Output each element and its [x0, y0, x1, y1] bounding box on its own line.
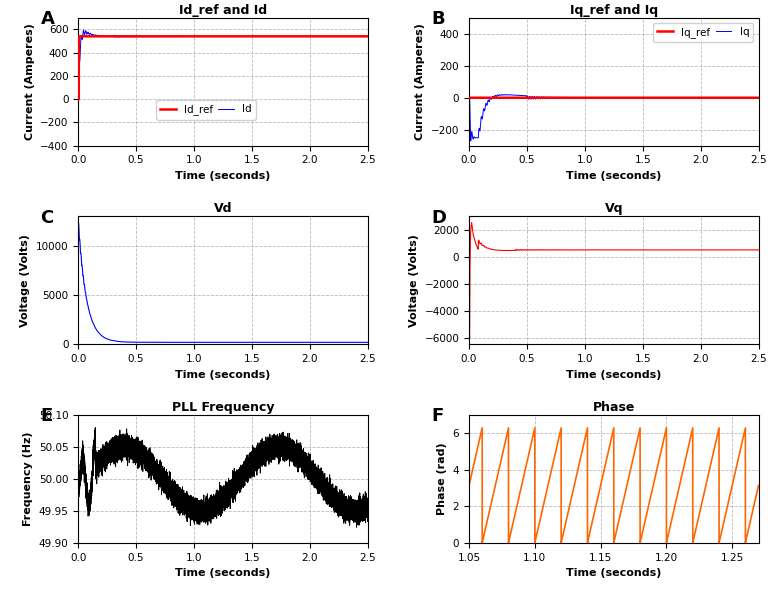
Id	[321, 33, 331, 40]
Y-axis label: Frequency (Hz): Frequency (Hz)	[23, 431, 33, 526]
Legend: Id_ref, Id: Id_ref, Id	[156, 100, 256, 120]
Iq	[661, 94, 670, 101]
Id	[270, 33, 279, 40]
X-axis label: Time (seconds): Time (seconds)	[175, 568, 271, 578]
Y-axis label: Voltage (Volts): Voltage (Volts)	[409, 234, 419, 327]
Id_ref	[319, 33, 328, 40]
X-axis label: Time (seconds): Time (seconds)	[175, 369, 271, 379]
Text: A: A	[41, 10, 55, 28]
Iq_ref	[596, 94, 605, 101]
Y-axis label: Current (Amperes): Current (Amperes)	[415, 23, 425, 140]
Iq_ref	[661, 94, 670, 101]
Legend: Iq_ref, Iq: Iq_ref, Iq	[653, 23, 753, 42]
Iq	[596, 94, 605, 101]
Id	[278, 33, 288, 40]
Title: Iq_ref and Iq: Iq_ref and Iq	[570, 4, 658, 17]
Iq	[669, 94, 679, 101]
Title: Phase: Phase	[593, 401, 635, 414]
Line: Iq: Iq	[469, 94, 759, 141]
Iq_ref	[465, 94, 474, 101]
Id_ref	[206, 33, 215, 40]
Id_ref	[289, 33, 299, 40]
Iq	[497, 91, 507, 98]
Text: B: B	[432, 10, 445, 28]
Iq_ref	[680, 94, 690, 101]
Iq_ref	[669, 94, 679, 101]
X-axis label: Time (seconds): Time (seconds)	[175, 171, 271, 181]
X-axis label: Time (seconds): Time (seconds)	[566, 568, 662, 578]
Y-axis label: Voltage (Volts): Voltage (Volts)	[20, 234, 30, 327]
X-axis label: Time (seconds): Time (seconds)	[566, 171, 662, 181]
Iq_ref	[712, 94, 722, 101]
Y-axis label: Current (Amperes): Current (Amperes)	[24, 23, 34, 140]
Title: Vd: Vd	[213, 202, 232, 215]
Id	[289, 33, 299, 40]
Id_ref	[74, 96, 83, 103]
Iq_ref	[754, 94, 763, 101]
Text: F: F	[432, 407, 443, 425]
Iq	[466, 137, 475, 145]
Id	[206, 33, 215, 40]
Text: E: E	[41, 407, 53, 425]
Id_ref	[363, 33, 372, 40]
Id	[79, 27, 88, 34]
Title: Vq: Vq	[604, 202, 623, 215]
X-axis label: Time (seconds): Time (seconds)	[566, 369, 662, 379]
Id	[363, 33, 372, 40]
Id_ref	[270, 33, 279, 40]
Title: PLL Frequency: PLL Frequency	[172, 401, 274, 414]
Text: D: D	[432, 208, 447, 227]
Id_ref	[74, 33, 84, 40]
Iq	[712, 94, 722, 101]
Id_ref	[321, 33, 331, 40]
Iq	[465, 94, 474, 101]
Text: C: C	[41, 208, 54, 227]
Id_ref	[278, 33, 288, 40]
Iq_ref	[709, 94, 719, 101]
Line: Id: Id	[78, 30, 368, 99]
Id	[319, 33, 328, 40]
Y-axis label: Phase (rad): Phase (rad)	[437, 442, 447, 515]
Iq	[754, 94, 763, 101]
Iq	[709, 94, 719, 101]
Title: Id_ref and Id: Id_ref and Id	[179, 4, 267, 17]
Iq	[680, 94, 690, 101]
Id	[74, 96, 83, 103]
Line: Id_ref: Id_ref	[78, 37, 368, 99]
